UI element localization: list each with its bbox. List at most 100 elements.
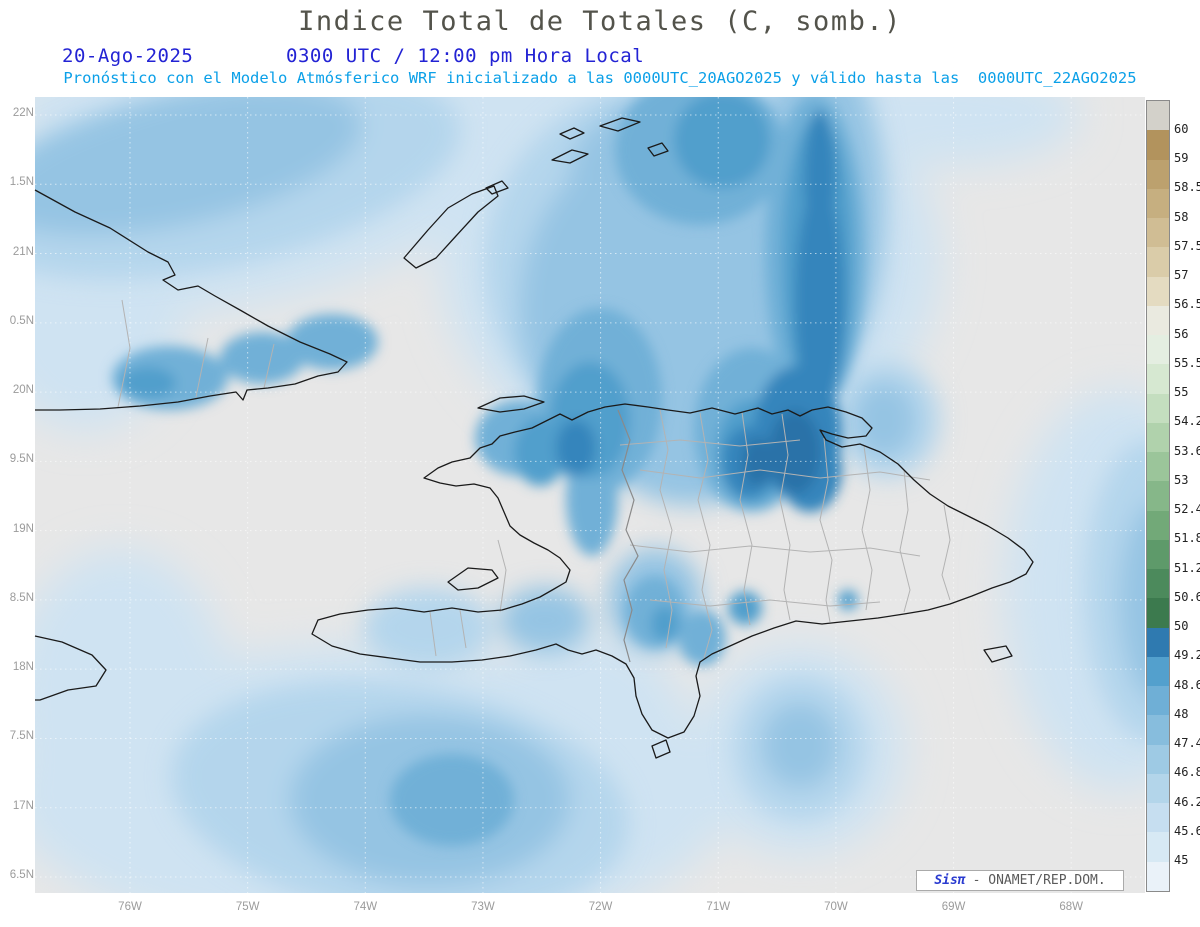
inagua-coastline (403, 185, 499, 269)
colorbar (1146, 100, 1170, 892)
cay-coastline (559, 127, 585, 140)
border-path (697, 412, 713, 659)
colorbar-cell (1147, 247, 1169, 277)
border-path (899, 469, 911, 613)
border-path (629, 544, 921, 557)
colorbar-label: 52.4 (1174, 502, 1200, 517)
y-axis-label: 19N (12, 522, 34, 535)
y-axis-label: 21N (12, 245, 34, 258)
time-label: 0300 UTC / 12:00 pm Hora Local (286, 45, 645, 67)
colorbar-label: 50.6 (1174, 589, 1200, 604)
date-label: 20-Ago-2025 (62, 45, 194, 67)
colorbar-cell (1147, 159, 1169, 189)
colorbar-cell (1147, 276, 1169, 306)
colorbar-cell (1147, 715, 1169, 745)
saona-coastline (983, 645, 1013, 663)
cay-coastline (485, 180, 509, 195)
y-axis-label: 1.5N (9, 176, 34, 189)
colorbar-cell (1147, 803, 1169, 833)
forecast-label: Pronóstico con el Modelo Atmósferico WRF… (63, 69, 1137, 87)
x-axis-label: 75W (235, 901, 260, 913)
border-path (819, 437, 833, 623)
colorbar-label: 55.5 (1174, 355, 1200, 370)
border-path (659, 409, 673, 649)
colorbar-label: 46.8 (1174, 765, 1200, 780)
gonave-coastline (447, 567, 499, 591)
colorbar-label: 55 (1174, 385, 1189, 400)
colorbar-label: 51.2 (1174, 560, 1200, 575)
border-path (639, 469, 931, 481)
colorbar-label: 56.5 (1174, 297, 1200, 312)
colorbar-label: 59 (1174, 151, 1189, 166)
watermark-brand: Sisπ (934, 873, 966, 888)
colorbar-cell (1147, 188, 1169, 218)
colorbar-cell (1147, 452, 1169, 482)
colorbar-cell (1147, 305, 1169, 335)
colorbar-label: 46.2 (1174, 794, 1200, 809)
colorbar-cell (1147, 832, 1169, 862)
border-path (617, 409, 639, 663)
colorbar-label: 45 (1174, 853, 1189, 868)
colorbar-cell (1147, 686, 1169, 716)
page-title: Indice Total de Totales (C, somb.) (298, 6, 902, 37)
colorbar-label: 50 (1174, 619, 1189, 634)
border-path (779, 413, 791, 621)
border-path (497, 539, 507, 613)
province-borders (117, 299, 951, 659)
x-axis-label: 74W (353, 901, 378, 913)
x-axis-label: 70W (824, 901, 848, 913)
colorbar-label: 45.6 (1174, 823, 1200, 838)
colorbar-label: 58 (1174, 209, 1189, 224)
colorbar-cell (1147, 773, 1169, 803)
border-path (941, 504, 951, 601)
x-axis-label: 73W (471, 901, 495, 913)
border-path (861, 445, 873, 611)
border-path (263, 343, 275, 389)
colorbar-label: 51.8 (1174, 531, 1200, 546)
colorbar-label: 49.2 (1174, 648, 1200, 663)
y-axis-label: 6.5N (9, 868, 34, 881)
beata-coastline (651, 739, 671, 759)
jamaica-coastline (34, 635, 107, 701)
colorbar-cell (1147, 393, 1169, 423)
haiti-dr-border (617, 409, 639, 663)
colorbar-label: 56 (1174, 326, 1189, 341)
cay-coastline (599, 117, 641, 132)
colorbar-label: 58.5 (1174, 180, 1200, 195)
colorbar-cell (1147, 218, 1169, 248)
colorbar-label: 48 (1174, 706, 1189, 721)
y-axis-label: 20N (12, 384, 34, 397)
colorbar-label: 53.6 (1174, 443, 1200, 458)
colorbar-cell (1147, 101, 1169, 131)
y-axis-label: 8.5N (9, 591, 34, 604)
y-axis-label: 22N (12, 107, 34, 119)
y-axis-label: 18N (12, 661, 34, 674)
colorbar-cell (1147, 364, 1169, 394)
border-path (459, 609, 467, 649)
x-axis-label: 72W (588, 901, 613, 913)
y-axis-label: 7.5N (9, 730, 34, 743)
border-path (619, 439, 801, 447)
y-axis-label: 9.5N (9, 453, 34, 466)
colorbar-label: 57 (1174, 268, 1189, 283)
colorbar-cell (1147, 422, 1169, 452)
cay-coastline (551, 149, 589, 164)
colorbar-cell (1147, 598, 1169, 628)
x-axis-label: 71W (706, 901, 731, 913)
border-path (739, 411, 753, 626)
colorbar-cell (1147, 744, 1169, 774)
colorbar-label: 60 (1174, 121, 1189, 136)
hispaniola-coastline (311, 403, 1034, 739)
x-axis-label: 69W (941, 901, 966, 913)
colorbar-label: 47.4 (1174, 736, 1200, 751)
colorbar-cell (1147, 510, 1169, 540)
coastlines (34, 117, 1034, 759)
y-axis-label: 0.5N (9, 314, 34, 327)
colorbar-cell (1147, 481, 1169, 511)
watermark-org: - ONAMET/REP.DOM. (972, 873, 1106, 888)
cuba-coastline (34, 189, 348, 411)
colorbar-cell (1147, 627, 1169, 657)
border-path (649, 599, 881, 607)
colorbar-cell (1147, 539, 1169, 569)
